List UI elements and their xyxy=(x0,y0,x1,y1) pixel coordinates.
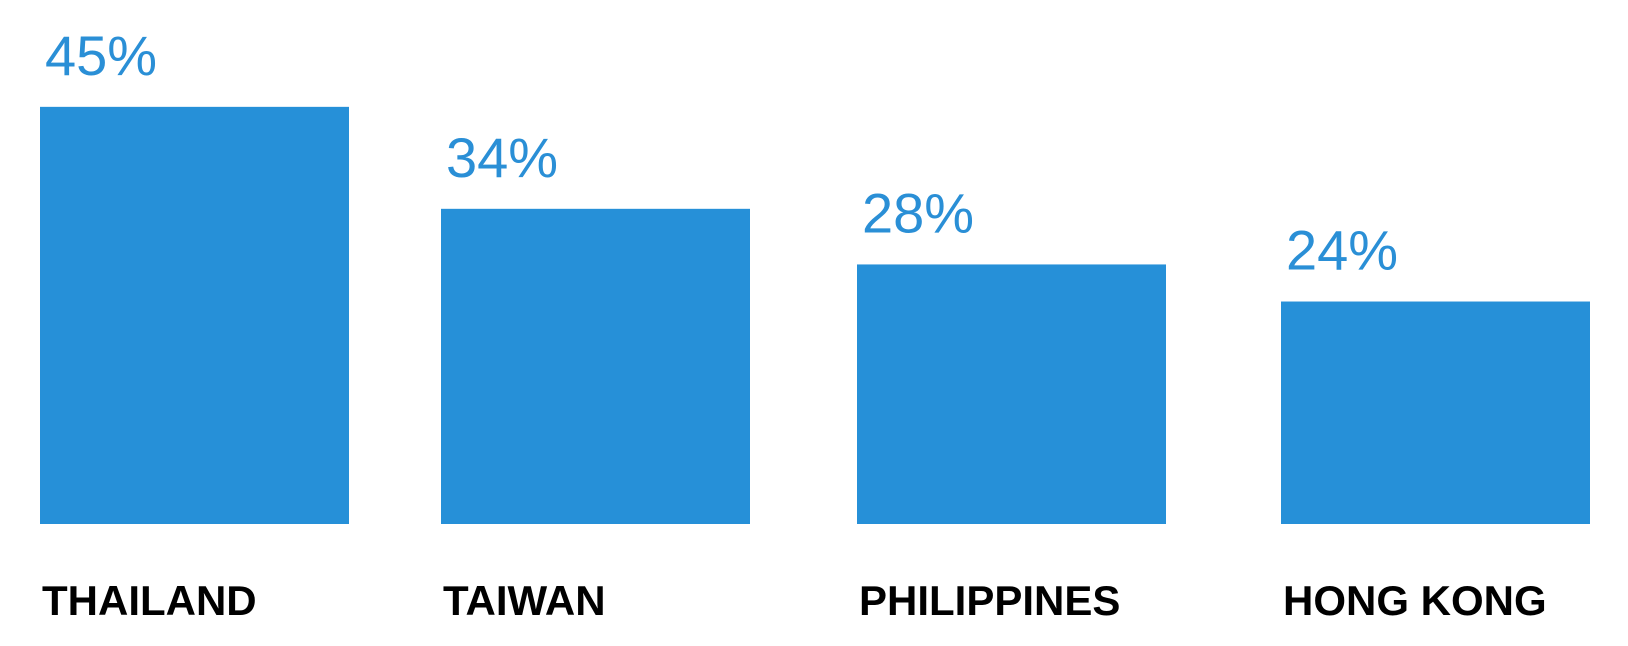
bar xyxy=(40,106,349,524)
bar xyxy=(857,264,1166,524)
category-label: HONG KONG xyxy=(1283,577,1547,624)
category-label: PHILIPPINES xyxy=(859,577,1120,624)
value-label: 34% xyxy=(446,126,558,189)
value-label: 24% xyxy=(1286,219,1398,282)
bar xyxy=(1281,301,1590,524)
value-label: 45% xyxy=(45,24,157,87)
category-label: TAIWAN xyxy=(443,577,606,624)
category-label: THAILAND xyxy=(42,577,257,624)
value-label: 28% xyxy=(862,181,974,244)
bar xyxy=(441,208,750,524)
